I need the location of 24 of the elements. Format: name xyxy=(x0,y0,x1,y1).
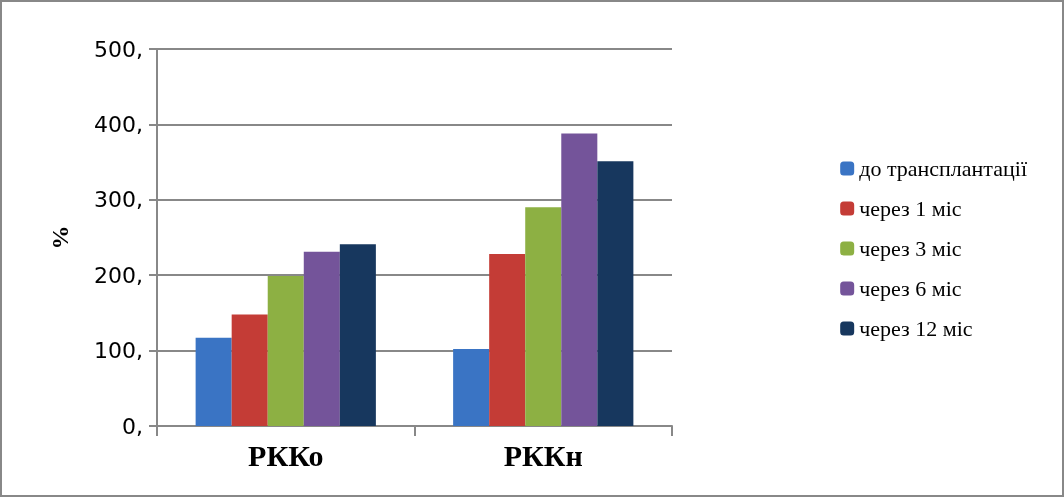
bar xyxy=(231,314,268,426)
y-tick-label: 100, xyxy=(94,338,143,364)
bar xyxy=(453,349,490,426)
legend-label: через 3 міс xyxy=(859,236,962,261)
bar xyxy=(267,275,304,426)
y-tick-label: 0, xyxy=(122,413,143,439)
y-tick-label: 500, xyxy=(94,36,143,62)
bar xyxy=(195,337,232,426)
bar xyxy=(489,254,526,426)
x-tick-label: РККн xyxy=(503,438,583,472)
legend-label: через 1 міс xyxy=(859,196,962,221)
bar xyxy=(597,161,634,426)
bar xyxy=(561,133,598,426)
y-tick-label: 300, xyxy=(94,187,143,213)
x-tick-label: РККо xyxy=(248,438,324,472)
legend-label: через 6 міс xyxy=(859,276,962,301)
legend-label: через 12 міс xyxy=(859,316,973,341)
bar xyxy=(525,207,562,426)
bar xyxy=(339,244,376,426)
legend-label: до трансплантації xyxy=(859,156,1028,181)
y-axis-title: % xyxy=(47,225,73,250)
bar xyxy=(303,251,340,426)
y-tick-label: 400, xyxy=(94,111,143,137)
y-tick-label: 200, xyxy=(94,262,143,288)
